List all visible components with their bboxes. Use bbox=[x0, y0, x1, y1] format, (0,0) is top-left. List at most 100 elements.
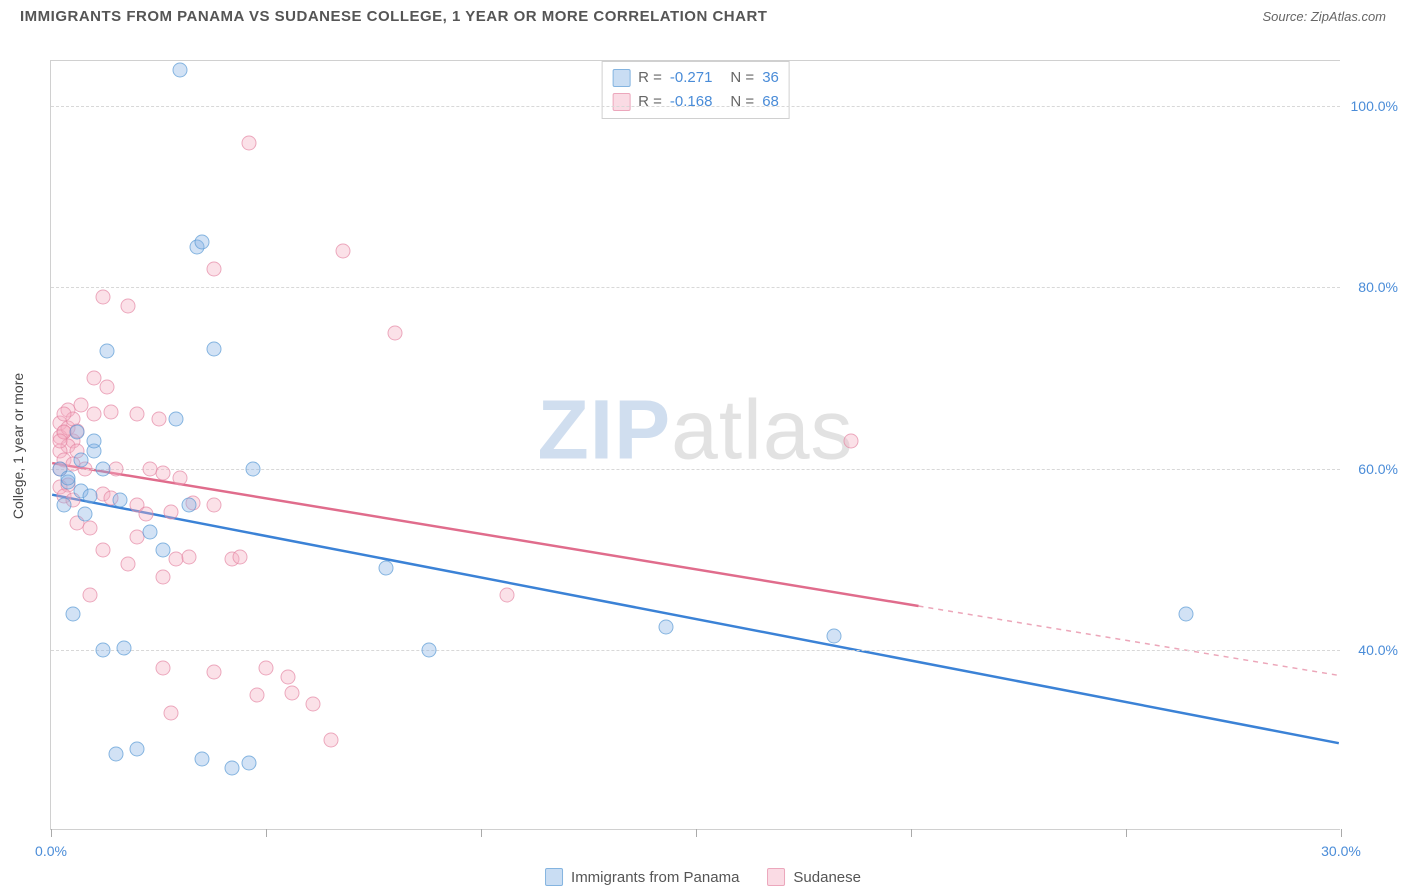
scatter-point bbox=[99, 380, 114, 395]
n-label: N = bbox=[730, 66, 754, 90]
scatter-point bbox=[104, 405, 119, 420]
correlation-stats-box: R = -0.271N = 36R = -0.168N = 68 bbox=[601, 61, 790, 119]
legend-swatch bbox=[612, 69, 630, 87]
scatter-point bbox=[843, 434, 858, 449]
scatter-point bbox=[87, 407, 102, 422]
scatter-point bbox=[65, 606, 80, 621]
scatter-point bbox=[155, 543, 170, 558]
y-axis-title: College, 1 year or more bbox=[10, 373, 26, 519]
source-attribution: Source: ZipAtlas.com bbox=[1262, 9, 1386, 24]
scatter-point bbox=[56, 407, 71, 422]
scatter-point bbox=[130, 407, 145, 422]
scatter-point bbox=[173, 470, 188, 485]
scatter-point bbox=[323, 733, 338, 748]
scatter-point bbox=[658, 620, 673, 635]
scatter-point bbox=[826, 629, 841, 644]
stats-row: R = -0.271N = 36 bbox=[612, 66, 779, 90]
scatter-point bbox=[379, 561, 394, 576]
scatter-point bbox=[74, 452, 89, 467]
watermark-logo: ZIPatlas bbox=[537, 381, 853, 478]
gridline bbox=[51, 469, 1340, 470]
scatter-point bbox=[155, 466, 170, 481]
scatter-point bbox=[87, 434, 102, 449]
scatter-point bbox=[52, 434, 67, 449]
x-tick bbox=[696, 829, 697, 837]
scatter-point bbox=[142, 525, 157, 540]
scatter-point bbox=[233, 550, 248, 565]
header: IMMIGRANTS FROM PANAMA VS SUDANESE COLLE… bbox=[0, 0, 1406, 29]
watermark-zip: ZIP bbox=[537, 382, 671, 476]
trend-line-s1 bbox=[52, 495, 1339, 743]
gridline bbox=[51, 650, 1340, 651]
trend-lines-layer bbox=[51, 61, 1340, 829]
scatter-point bbox=[108, 747, 123, 762]
x-tick-label: 0.0% bbox=[35, 843, 67, 859]
scatter-point bbox=[108, 461, 123, 476]
scatter-point bbox=[173, 63, 188, 78]
scatter-point bbox=[164, 505, 179, 520]
scatter-point bbox=[194, 235, 209, 250]
scatter-point bbox=[250, 688, 265, 703]
scatter-point bbox=[82, 588, 97, 603]
x-tick bbox=[51, 829, 52, 837]
scatter-point bbox=[95, 289, 110, 304]
chart-plot-area: ZIPatlas R = -0.271N = 36R = -0.168N = 6… bbox=[50, 60, 1340, 830]
x-tick bbox=[1341, 829, 1342, 837]
legend-swatch bbox=[767, 868, 785, 886]
scatter-point bbox=[155, 660, 170, 675]
y-tick-label: 40.0% bbox=[1358, 642, 1398, 658]
scatter-point bbox=[95, 461, 110, 476]
scatter-point bbox=[95, 642, 110, 657]
scatter-point bbox=[207, 497, 222, 512]
scatter-point bbox=[259, 660, 274, 675]
scatter-point bbox=[82, 488, 97, 503]
r-label: R = bbox=[638, 90, 662, 114]
scatter-point bbox=[121, 298, 136, 313]
scatter-point bbox=[181, 550, 196, 565]
scatter-point bbox=[168, 411, 183, 426]
n-value: 68 bbox=[762, 90, 779, 114]
scatter-point bbox=[280, 670, 295, 685]
x-tick bbox=[266, 829, 267, 837]
legend-label: Sudanese bbox=[793, 869, 861, 886]
scatter-point bbox=[112, 493, 127, 508]
scatter-point bbox=[151, 411, 166, 426]
trend-line-dashed-s2 bbox=[919, 606, 1339, 675]
scatter-point bbox=[207, 665, 222, 680]
scatter-point bbox=[164, 706, 179, 721]
legend-swatch bbox=[612, 93, 630, 111]
scatter-point bbox=[78, 506, 93, 521]
series-legend: Immigrants from Panama Sudanese bbox=[545, 868, 861, 886]
x-tick bbox=[1126, 829, 1127, 837]
scatter-point bbox=[284, 686, 299, 701]
scatter-point bbox=[56, 497, 71, 512]
chart-title: IMMIGRANTS FROM PANAMA VS SUDANESE COLLE… bbox=[20, 8, 767, 25]
scatter-point bbox=[117, 641, 132, 656]
n-label: N = bbox=[730, 90, 754, 114]
scatter-point bbox=[241, 135, 256, 150]
scatter-point bbox=[138, 506, 153, 521]
watermark-atlas: atlas bbox=[671, 382, 853, 476]
n-value: 36 bbox=[762, 66, 779, 90]
scatter-point bbox=[499, 588, 514, 603]
legend-label: Immigrants from Panama bbox=[571, 869, 739, 886]
scatter-point bbox=[422, 642, 437, 657]
scatter-point bbox=[121, 556, 136, 571]
scatter-point bbox=[224, 760, 239, 775]
x-tick-label: 30.0% bbox=[1321, 843, 1361, 859]
scatter-point bbox=[82, 520, 97, 535]
scatter-point bbox=[99, 343, 114, 358]
scatter-point bbox=[194, 751, 209, 766]
gridline bbox=[51, 106, 1340, 107]
scatter-point bbox=[241, 756, 256, 771]
scatter-point bbox=[130, 742, 145, 757]
scatter-point bbox=[336, 244, 351, 259]
legend-item: Immigrants from Panama bbox=[545, 868, 739, 886]
y-tick-label: 100.0% bbox=[1351, 98, 1398, 114]
scatter-point bbox=[306, 697, 321, 712]
r-label: R = bbox=[638, 66, 662, 90]
scatter-point bbox=[388, 325, 403, 340]
scatter-point bbox=[207, 262, 222, 277]
y-tick-label: 60.0% bbox=[1358, 461, 1398, 477]
stats-row: R = -0.168N = 68 bbox=[612, 90, 779, 114]
